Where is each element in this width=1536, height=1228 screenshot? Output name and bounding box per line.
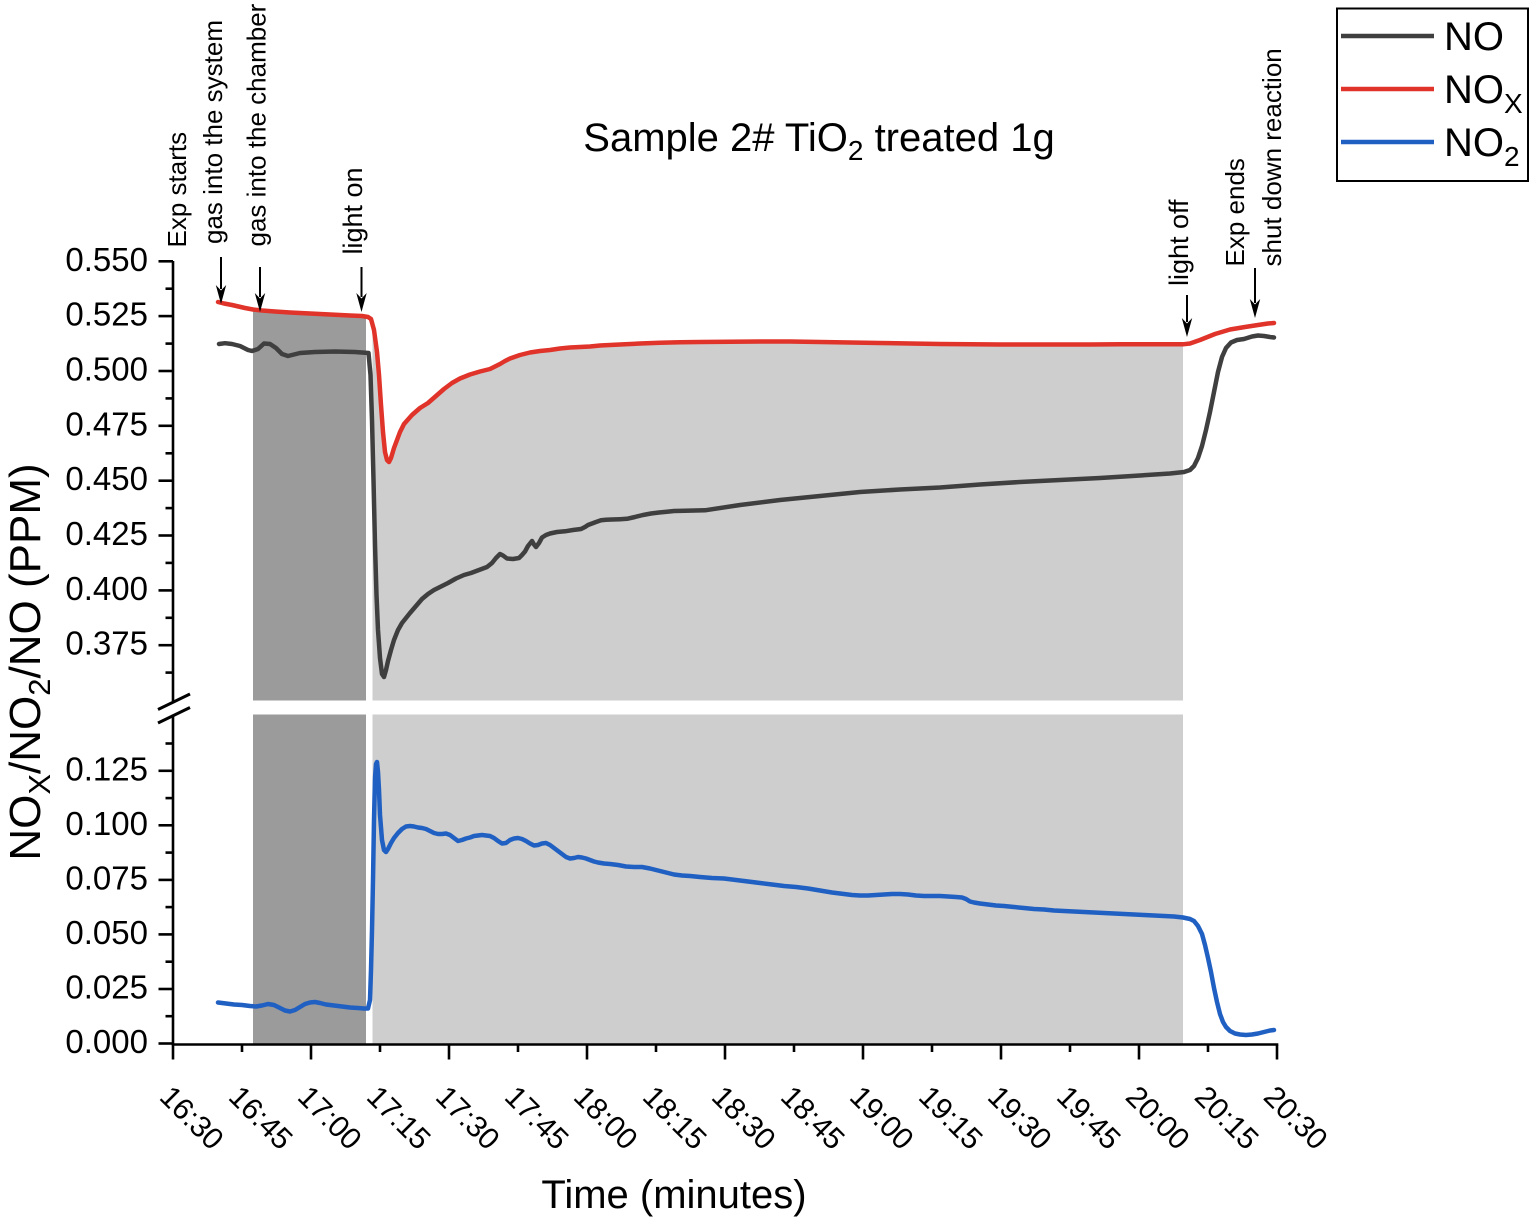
svg-text:shut down reaction: shut down reaction [1257,48,1287,266]
svg-text:0.425: 0.425 [65,515,148,552]
svg-text:0.000: 0.000 [65,1023,148,1060]
svg-text:gas into the chamber: gas into the chamber [242,3,272,246]
svg-text:0.075: 0.075 [65,859,148,896]
svg-text:0.475: 0.475 [65,405,148,442]
svg-text:0.500: 0.500 [65,351,148,388]
svg-text:0.450: 0.450 [65,460,148,497]
svg-text:0.125: 0.125 [65,750,148,787]
svg-text:0.400: 0.400 [65,570,148,607]
svg-text:0.525: 0.525 [65,296,148,333]
svg-text:Exp starts: Exp starts [162,132,192,248]
svg-text:NOX/NO2/NO (PPM): NOX/NO2/NO (PPM) [1,463,57,860]
svg-text:Sample 2# TiO2 treated 1g: Sample 2# TiO2 treated 1g [583,116,1054,166]
svg-text:Time (minutes): Time (minutes) [541,1173,806,1217]
svg-text:0.100: 0.100 [65,805,148,842]
svg-text:0.375: 0.375 [65,625,148,662]
svg-text:NO: NO [1444,15,1504,59]
svg-text:0.550: 0.550 [65,241,148,278]
svg-text:light off: light off [1164,199,1194,286]
svg-text:Exp ends: Exp ends [1220,158,1250,266]
svg-text:0.025: 0.025 [65,969,148,1006]
svg-text:0.050: 0.050 [65,914,148,951]
svg-text:light on: light on [338,167,368,254]
svg-text:gas into the system: gas into the system [198,20,228,244]
